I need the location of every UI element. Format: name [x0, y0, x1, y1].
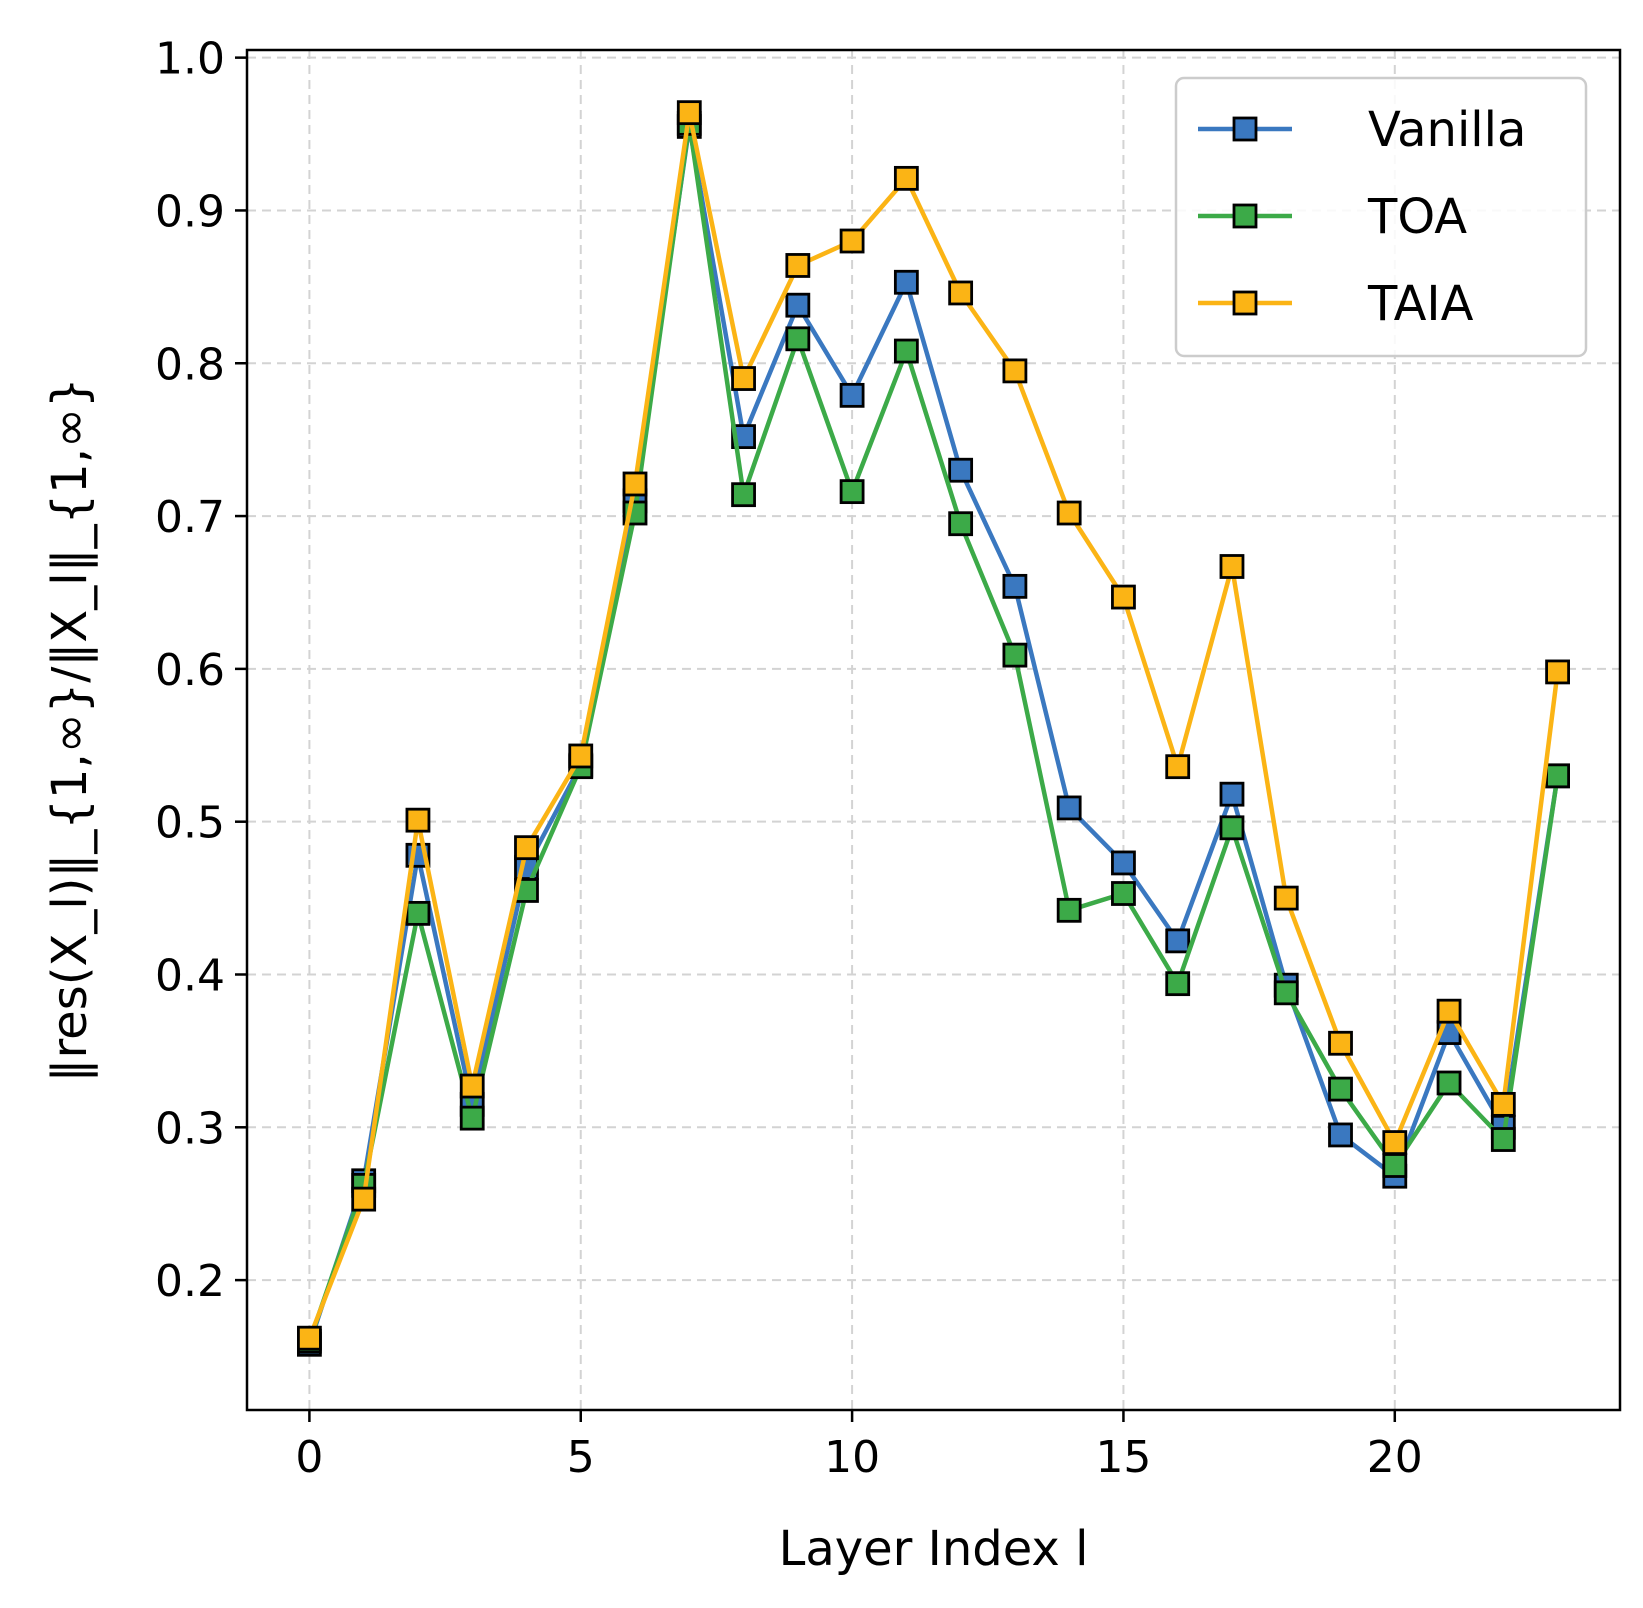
data-point	[1273, 885, 1299, 911]
data-point	[731, 482, 756, 508]
legend-item-toa: TOA	[1198, 189, 1467, 245]
data-point	[948, 280, 974, 306]
data-point	[1056, 500, 1082, 526]
data-point	[1328, 1076, 1353, 1102]
data-point	[1111, 850, 1136, 876]
y-tick-label: 0.5	[155, 798, 225, 849]
data-point	[514, 835, 539, 861]
data-point	[948, 511, 974, 537]
data-point	[1165, 754, 1191, 780]
data-point	[1111, 881, 1136, 906]
x-tick-label: 0	[295, 1432, 323, 1483]
legend-item-taia: TAIA	[1198, 276, 1474, 332]
data-point	[839, 479, 865, 505]
data-point	[1056, 897, 1082, 923]
series-layer	[297, 100, 1570, 1357]
data-point	[1219, 781, 1245, 807]
data-point	[1328, 1030, 1353, 1056]
data-point	[405, 900, 431, 926]
axis-ticks: 0 5 10 15 20 0.2 0.3 0.4 0.5 0.6 0.7 0.8 0.9 1.0	[155, 34, 1423, 1483]
data-point	[1328, 1122, 1353, 1148]
legend-marker	[1232, 203, 1258, 229]
legend-label: Vanilla	[1368, 102, 1526, 158]
data-point	[1219, 815, 1245, 841]
data-point	[1111, 584, 1136, 610]
data-point	[1490, 1091, 1516, 1117]
data-point	[1545, 763, 1570, 789]
data-point	[1382, 1130, 1408, 1155]
data-point	[1002, 573, 1028, 599]
y-tick-label: 0.2	[155, 1256, 225, 1307]
data-point	[1273, 980, 1299, 1006]
data-point	[893, 165, 919, 191]
data-point	[1545, 659, 1570, 685]
data-point	[459, 1073, 485, 1099]
data-point	[459, 1105, 485, 1131]
y-axis-title: ‖res(X_l)‖_{1,∞}/‖X_l‖_{1,∞}	[42, 378, 98, 1083]
data-point	[1165, 971, 1191, 997]
data-point	[1219, 554, 1245, 579]
legend: Vanilla TOA TAIA	[1174, 76, 1588, 358]
legend-label: TAIA	[1367, 276, 1474, 332]
data-point	[948, 457, 974, 483]
data-point	[785, 292, 811, 318]
y-tick-label: 0.4	[155, 950, 225, 1001]
data-point	[731, 366, 756, 391]
series-line	[307, 121, 1560, 1342]
x-axis-title: Layer Index l	[779, 1521, 1089, 1577]
data-point	[351, 1186, 377, 1212]
legend-item-vanilla: Vanilla	[1198, 102, 1526, 158]
x-tick-label: 5	[567, 1432, 595, 1483]
data-point	[785, 253, 811, 278]
series-taia	[297, 100, 1570, 1351]
data-point	[297, 1325, 322, 1351]
y-tick-label: 0.8	[155, 339, 225, 390]
legend-marker	[1232, 116, 1258, 142]
y-tick-label: 0.7	[155, 492, 225, 543]
grid-lines	[247, 50, 1620, 1410]
data-point	[1436, 998, 1462, 1024]
y-tick-label: 0.9	[155, 186, 225, 237]
data-point	[1056, 795, 1082, 821]
data-point	[1002, 642, 1028, 668]
plot-frame	[245, 48, 1622, 1412]
y-tick-label: 1.0	[155, 34, 225, 85]
x-tick-label: 20	[1367, 1432, 1423, 1483]
series-line	[307, 110, 1560, 1340]
data-point	[405, 807, 431, 833]
data-point	[839, 382, 865, 408]
data-point	[1436, 1070, 1462, 1096]
legend-marker	[1232, 290, 1258, 316]
data-point	[893, 338, 919, 364]
data-point	[1002, 358, 1028, 384]
data-point	[622, 471, 648, 497]
y-tick-label: 0.6	[155, 645, 225, 696]
data-point	[893, 269, 919, 295]
data-point	[1165, 928, 1191, 954]
data-point	[785, 326, 811, 352]
data-point	[839, 228, 865, 254]
data-point	[1490, 1127, 1516, 1152]
x-tick-label: 10	[824, 1432, 880, 1483]
x-tick-label: 15	[1095, 1432, 1151, 1483]
legend-box	[1174, 76, 1588, 358]
data-point	[1382, 1153, 1408, 1178]
data-point	[676, 100, 702, 126]
data-point	[568, 743, 594, 769]
y-tick-label: 0.3	[155, 1103, 225, 1154]
legend-label: TOA	[1367, 189, 1467, 245]
